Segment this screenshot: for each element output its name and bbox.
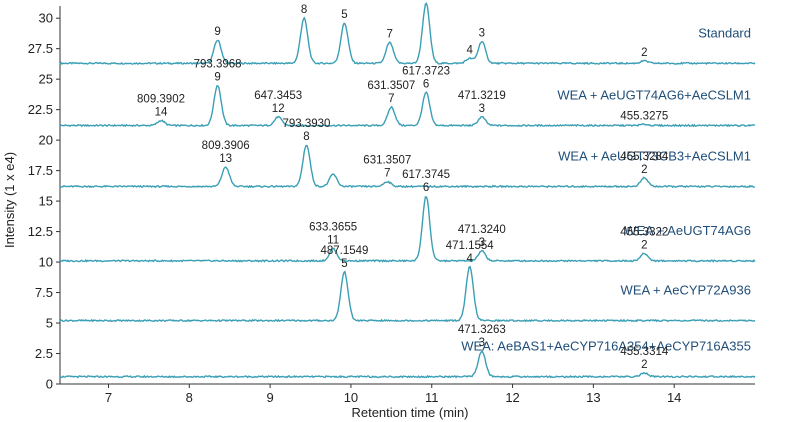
peak-label: 9 — [214, 26, 220, 38]
y-tick-label: 0 — [46, 377, 53, 392]
series-name-label: WEA + AeUGT74AG6 — [624, 223, 751, 238]
series-name-label: WEA + AeUGT74AG6+AeCSLM1 — [557, 87, 751, 102]
peak-label: 7 — [388, 93, 394, 105]
peak-label: 793.3968 — [194, 58, 242, 70]
peak-label: 631.3507 — [367, 80, 415, 92]
peak-label: 2 — [641, 240, 647, 252]
peak-label: 631.3507 — [363, 155, 411, 167]
y-tick-label: 12.5 — [28, 224, 53, 239]
peak-label: 6 — [423, 182, 429, 194]
peak-label: 3 — [479, 27, 485, 39]
x-tick-label: 11 — [425, 390, 439, 405]
y-tick-label: 15 — [39, 194, 53, 209]
x-tick-label: 9 — [266, 390, 273, 405]
peak-label: 2 — [641, 359, 647, 371]
x-tick-label: 10 — [344, 390, 358, 405]
trace-line — [59, 349, 756, 379]
peak-label: 7 — [387, 29, 393, 41]
x-tick-label: 14 — [667, 390, 681, 405]
peak-label: 471.3219 — [458, 90, 506, 102]
y-tick-label: 20 — [39, 133, 53, 148]
series-name-label: Standard — [698, 25, 751, 40]
y-tick-label: 2.5 — [35, 346, 53, 361]
peak-label: 6 — [423, 79, 429, 91]
peak-label: 7 — [384, 168, 390, 180]
peak-label: 12 — [272, 103, 285, 115]
peak-label: 2 — [641, 164, 647, 176]
x-tick-label: 13 — [586, 390, 600, 405]
peak-label: 471.3240 — [458, 224, 506, 236]
peak-label: 2 — [641, 47, 647, 59]
peak-label: 647.3453 — [254, 90, 302, 102]
peak-label: 3 — [479, 337, 485, 349]
peak-label: 455.3314 — [620, 346, 669, 358]
y-tick-label: 30 — [39, 11, 53, 26]
peak-label: 455.3284 — [620, 151, 669, 163]
trace-line — [59, 265, 756, 323]
peak-label: 9 — [214, 71, 220, 83]
peak-label: 8 — [303, 131, 309, 143]
y-tick-label: 25 — [39, 72, 53, 87]
peak-label: 4 — [467, 44, 474, 56]
trace-line — [59, 85, 756, 128]
peak-label: 3 — [479, 103, 485, 115]
y-tick-label: 10 — [39, 255, 53, 270]
peak-label: 487.1549 — [320, 245, 368, 257]
y-tick-label: 7.5 — [35, 285, 53, 300]
x-tick-label: 8 — [186, 390, 193, 405]
peak-label: 633.3655 — [309, 222, 357, 234]
x-axis-label: Retention time (min) — [351, 405, 468, 420]
series-name-label: WEA + AeCYP72A936 — [621, 283, 751, 298]
series-name-label: WEA: AeBAS1+AeCYP716A354+AeCYP716A355 — [461, 339, 751, 354]
peak-label: 6 — [423, 0, 429, 2]
y-tick-label: 17.5 — [28, 163, 53, 178]
peak-label: 4 — [467, 253, 474, 265]
y-axis-label: Intensity (1 x e4) — [2, 152, 17, 248]
peak-label: 5 — [341, 9, 347, 21]
y-tick-label: 5 — [46, 316, 53, 331]
peak-label: 3 — [479, 237, 485, 249]
trace-line — [59, 2, 756, 66]
peak-label: 8 — [301, 4, 307, 16]
annotations: Standard98576432WEA + AeUGT74AG6+AeCSLM1… — [137, 0, 751, 371]
traces — [59, 2, 756, 379]
peak-label: 793.3930 — [282, 118, 330, 130]
y-tick-label: 27.5 — [28, 41, 53, 56]
peak-label: 617.3745 — [402, 169, 450, 181]
peak-label: 455.3275 — [620, 110, 668, 122]
x-tick-label: 12 — [505, 390, 519, 405]
peak-label: 809.3906 — [202, 140, 250, 152]
trace-line — [59, 196, 756, 263]
peak-label: 471.3263 — [458, 324, 506, 336]
peak-label: 11 — [327, 235, 339, 247]
peak-label: 13 — [219, 153, 232, 165]
peak-label: 471.1554 — [446, 240, 495, 252]
peak-label: 14 — [155, 107, 168, 119]
peak-label: 809.3902 — [137, 94, 185, 106]
series-name-label: WEA + AeUGT73CB3+AeCSLM1 — [558, 148, 751, 163]
y-tick-label: 22.5 — [28, 102, 53, 117]
trace-line — [59, 144, 756, 189]
peak-label: 617.3723 — [402, 66, 450, 78]
peak-label: 5 — [341, 258, 347, 270]
peak-label: 455.3322 — [620, 227, 668, 239]
x-tick-label: 7 — [105, 390, 112, 405]
